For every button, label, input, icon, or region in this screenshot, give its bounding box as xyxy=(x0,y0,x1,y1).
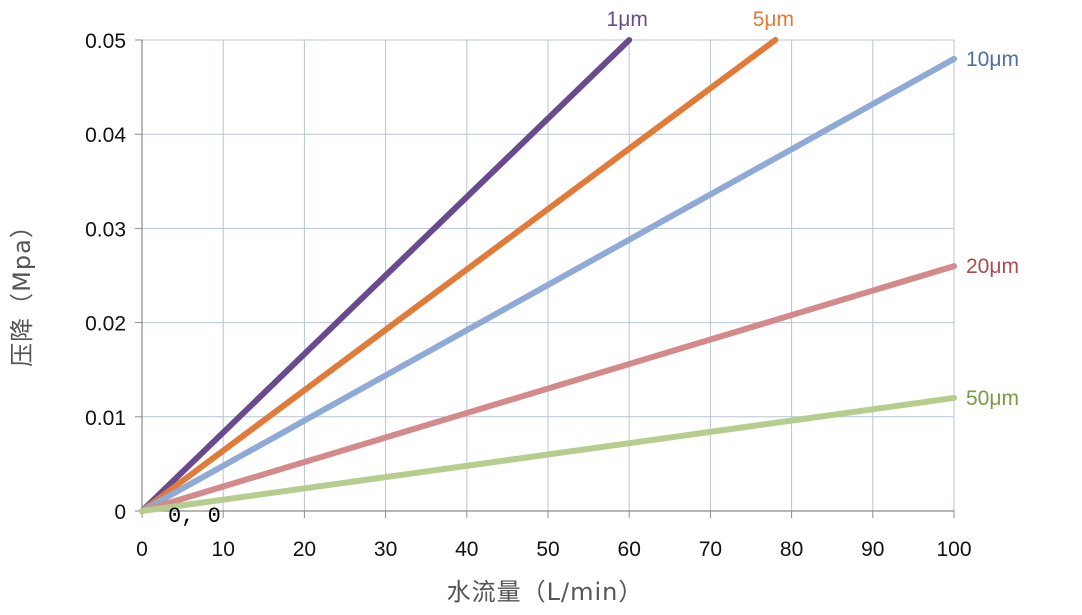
x-tick-label: 100 xyxy=(936,538,971,561)
series-line-1m xyxy=(139,37,633,514)
y-tick-label: 0.04 xyxy=(85,124,126,147)
x-tick-label: 30 xyxy=(374,538,397,561)
tick-labels: 0 10 20 30 40 50 60 70 80 90 100 0 0.01 0.02 0.03 0.04 0… xyxy=(85,30,971,561)
x-tick-label: 50 xyxy=(536,538,559,561)
x-tick-label: 0 xyxy=(136,538,148,561)
series-label-50m: 50μm xyxy=(966,387,1019,410)
series-lines xyxy=(139,37,957,514)
series-label-1m: 1μm xyxy=(607,8,648,31)
y-tick-label: 0.02 xyxy=(85,313,126,336)
series-labels: 1μm 5μm 10μm 20μm 50μm xyxy=(607,8,1019,410)
series-label-5m: 5μm xyxy=(753,8,794,31)
x-tick-label: 10 xyxy=(212,538,235,561)
x-tick-label: 80 xyxy=(780,538,803,561)
y-tick-label: 0.01 xyxy=(85,407,126,430)
x-tick-label: 60 xyxy=(618,538,641,561)
y-tick-label: 0.03 xyxy=(85,218,126,241)
series-label-10m: 10μm xyxy=(966,48,1019,71)
y-axis-title: 压降（Mpa） xyxy=(8,213,36,367)
origin-annotation: 0, 0 xyxy=(168,504,221,529)
x-tick-label: 40 xyxy=(455,538,478,561)
x-axis-title: 水流量（L/min） xyxy=(447,578,644,606)
series-line-10m xyxy=(139,55,957,514)
series-line-20m xyxy=(139,263,957,514)
y-tick-label: 0.05 xyxy=(85,30,126,53)
series-line-50m xyxy=(139,394,957,514)
axes xyxy=(135,39,955,518)
series-label-20m: 20μm xyxy=(966,255,1019,278)
y-tick-label: 0 xyxy=(114,501,126,524)
series-line-5m xyxy=(139,37,779,514)
x-tick-label: 70 xyxy=(699,538,722,561)
x-tick-label: 90 xyxy=(861,538,884,561)
x-tick-label: 20 xyxy=(293,538,316,561)
